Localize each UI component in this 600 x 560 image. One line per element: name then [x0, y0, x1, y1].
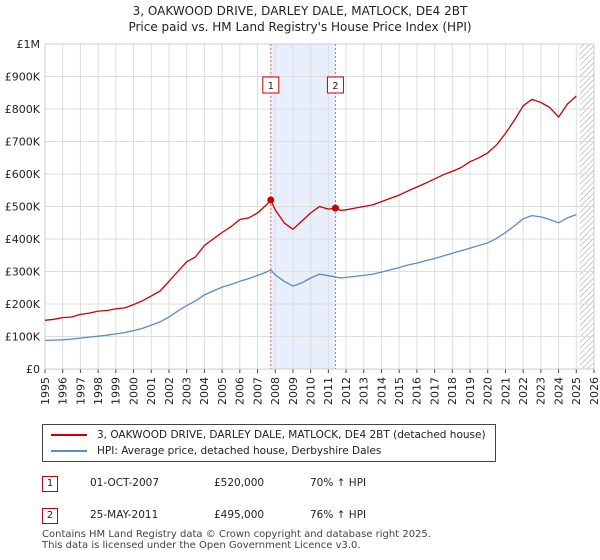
x-tick-label: 2016	[411, 377, 424, 405]
plot-frame	[44, 43, 595, 370]
y-tick-label: £400K	[5, 233, 41, 246]
sale-hpi-change: 70% ↑ HPI	[310, 477, 367, 489]
y-tick-label: £500K	[5, 201, 41, 214]
y-tick-label: £300K	[5, 266, 41, 279]
x-tick-label: 2022	[517, 377, 530, 405]
sale-row: 1 01-OCT-2007 £520,000 70% ↑ HPI	[42, 474, 582, 494]
sale-point	[331, 204, 339, 212]
price-chart: £0 £100K £200K £300K £400K £500K £600K £700K £80…	[5, 38, 600, 405]
x-tick-label: 2011	[322, 377, 335, 405]
sale-date: 25-MAY-2011	[90, 509, 159, 521]
x-tick-label: 2002	[163, 377, 176, 405]
x-tick-label: 1999	[110, 377, 123, 405]
sale-marker-badge: 2	[42, 508, 58, 524]
x-tick-label: 2020	[482, 377, 495, 405]
x-tick-label: 2000	[127, 377, 140, 405]
x-tick-label: 1997	[74, 377, 87, 405]
y-tick-label: £1M	[17, 38, 41, 51]
x-tick-label: 2001	[145, 377, 158, 405]
sale-label-box	[326, 76, 344, 94]
legend-label-hpi: HPI: Average price, detached house, Derb…	[97, 445, 382, 457]
footer-line-1: Contains HM Land Registry data © Crown c…	[42, 529, 431, 540]
y-tick-label: £600K	[5, 168, 41, 181]
x-tick-label: 1998	[92, 377, 105, 405]
sale-label-box	[262, 76, 280, 94]
x-tick-label: 2003	[181, 377, 194, 405]
x-tick-label: 2025	[570, 377, 583, 405]
x-tick-label: 2007	[251, 377, 264, 405]
x-tick-label: 2021	[499, 377, 512, 405]
legend-item-property: 3, OAKWOOD DRIVE, DARLEY DALE, MATLOCK, …	[51, 427, 486, 443]
x-tick-label: 2026	[588, 377, 600, 405]
sale-marker-badge: 1	[42, 476, 58, 492]
y-tick-label: £900K	[5, 71, 41, 84]
x-tick-label: 2009	[287, 377, 300, 405]
x-tick-label: 2004	[198, 377, 211, 405]
series-line-property	[44, 95, 577, 321]
y-tick-label: £700K	[5, 136, 41, 149]
legend-swatch-hpi	[51, 450, 87, 452]
sale-label-text: 2	[332, 81, 338, 92]
sale-label-text: 1	[268, 81, 274, 92]
x-tick-label: 2015	[393, 377, 406, 405]
sale-point	[267, 196, 275, 204]
series-line-hpi	[44, 213, 577, 342]
y-tick-label: £200K	[5, 298, 41, 311]
legend-item-hpi: HPI: Average price, detached house, Derb…	[51, 443, 381, 459]
x-tick-label: 2023	[535, 377, 548, 405]
y-tick-label: £800K	[5, 103, 41, 116]
x-tick-label: 2008	[269, 377, 282, 405]
x-tick-label: 2005	[216, 377, 229, 405]
footer-attribution: Contains HM Land Registry data © Crown c…	[42, 529, 431, 551]
sale-price: £495,000	[214, 509, 265, 521]
x-tick-label: 2014	[375, 377, 388, 405]
sale-price: £520,000	[214, 477, 265, 489]
sale-row: 2 25-MAY-2011 £495,000 76% ↑ HPI	[42, 506, 582, 526]
x-tick-label: 1995	[39, 377, 52, 405]
chart-title: 3, OAKWOOD DRIVE, DARLEY DALE, MATLOCK, …	[132, 4, 468, 18]
x-tick-label: 2019	[464, 377, 477, 405]
footer-line-2: This data is licensed under the Open Gov…	[42, 540, 361, 551]
sale-hpi-change: 76% ↑ HPI	[310, 509, 367, 521]
y-tick-label: £0	[26, 363, 40, 376]
x-tick-label: 1996	[57, 377, 70, 405]
chart-legend: 3, OAKWOOD DRIVE, DARLEY DALE, MATLOCK, …	[42, 424, 496, 462]
y-tick-label: £100K	[5, 331, 41, 344]
x-tick-label: 2010	[304, 377, 317, 405]
x-tick-label: 2018	[446, 377, 459, 405]
x-tick-label: 2017	[428, 377, 441, 405]
x-tick-label: 2006	[234, 377, 247, 405]
legend-label-property: 3, OAKWOOD DRIVE, DARLEY DALE, MATLOCK, …	[97, 429, 486, 441]
x-tick-label: 2012	[340, 377, 353, 405]
legend-swatch-property	[51, 434, 87, 436]
sale-date: 01-OCT-2007	[90, 477, 159, 489]
x-tick-label: 2013	[358, 377, 371, 405]
chart-subtitle: Price paid vs. HM Land Registry's House …	[128, 20, 472, 34]
x-tick-label: 2024	[552, 377, 565, 405]
